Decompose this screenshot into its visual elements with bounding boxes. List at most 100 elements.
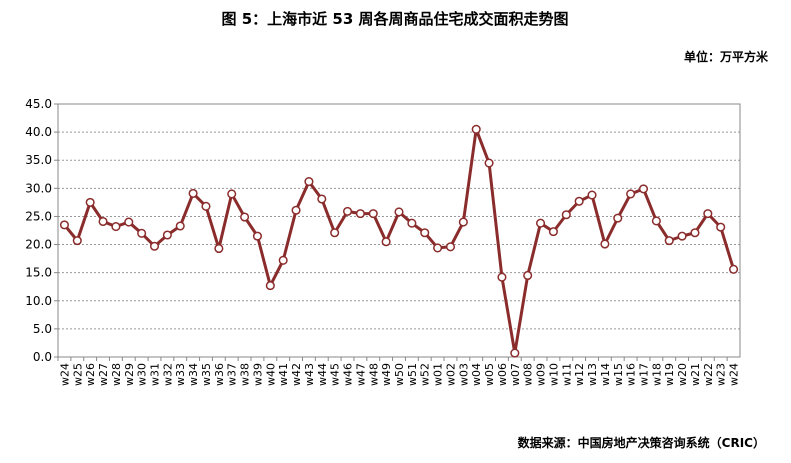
data-point [420,228,430,238]
x-tick-label: w06 [496,363,509,386]
x-tick-label: w01 [432,363,445,386]
x-tick-label: w10 [547,363,560,386]
data-point [716,222,726,232]
x-tick-label: w30 [136,363,149,386]
x-tick-label: w34 [187,363,200,386]
data-point [278,255,288,265]
x-tick-label: w44 [316,363,329,386]
data-point [137,228,147,238]
data-point [291,205,301,215]
y-tick-label: 10.0 [25,294,52,308]
data-point [613,213,623,223]
x-tick-label: w08 [522,363,535,386]
x-tick-label: w51 [406,363,419,386]
data-point [677,231,687,241]
y-tick-label: 15.0 [25,266,52,280]
data-point [162,230,172,240]
data-point [445,242,456,252]
data-point [651,216,661,226]
x-tick-label: w24 [58,363,71,386]
data-point [600,239,610,249]
x-tick-label: w43 [303,363,316,386]
x-tick-label: w36 [213,363,226,386]
data-point [175,221,185,231]
x-tick-label: w29 [123,363,136,386]
source-note: 数据来源：中国房地产决策咨询系统（CRIC） [518,435,765,450]
x-tick-label: w22 [702,363,715,386]
data-point [342,206,353,216]
data-point [265,281,275,291]
data-point [548,227,558,237]
data-point [72,236,82,246]
data-point [458,217,468,227]
x-tick-label: w18 [650,363,663,386]
x-tick-label: w25 [71,363,84,386]
x-tick-label: w37 [226,363,239,386]
y-tick-label: 20.0 [25,238,52,252]
data-point [124,217,134,227]
data-point [510,348,520,358]
x-tick-label: w09 [535,363,548,386]
x-tick-label: w16 [625,363,638,386]
x-tick-label: w49 [380,363,393,386]
x-tick-label: w05 [483,363,496,386]
x-tick-label: w50 [393,363,406,386]
data-point [587,190,597,200]
x-tick-label: w48 [367,363,380,386]
data-point [535,218,546,228]
data-point [304,177,314,187]
x-tick-label: w26 [84,363,97,386]
data-point [690,228,700,238]
x-tick-label: w17 [637,363,650,386]
data-point [214,243,224,254]
x-tick-label: w41 [277,363,290,386]
x-tick-label: w14 [599,363,612,386]
data-point [626,189,636,199]
x-tick-label: w38 [239,363,252,386]
y-tick-label: 0.0 [33,350,52,364]
data-point [98,216,108,227]
x-tick-label: w04 [470,363,483,386]
x-tick-label: w52 [419,363,432,386]
x-tick-label: w28 [110,363,123,386]
x-tick-label: w13 [586,363,599,386]
x-tick-label: w12 [573,363,586,386]
x-tick-label: w19 [663,363,676,386]
data-point [703,209,713,219]
data-point [407,218,417,228]
data-point [497,272,507,282]
data-point [111,222,121,232]
data-point [484,158,494,168]
data-point [394,207,404,217]
x-tick-label: w02 [444,363,457,386]
unit-label: 单位：万平方米 [684,49,769,64]
data-point [201,201,211,211]
x-tick-label: w24 [728,363,741,386]
series-line [63,127,736,355]
chart-title: 图 5：上海市近 53 周各周商品住宅成交面积走势图 [222,10,569,28]
data-point [317,194,327,204]
x-tick-label: w32 [161,363,174,386]
data-point [561,210,571,220]
data-point [574,196,584,206]
data-point [664,236,674,246]
data-point [227,189,237,199]
data-point [59,220,69,230]
x-tick-label: w21 [689,363,702,386]
data-point [729,264,739,274]
data-point [252,231,263,241]
x-tick-label: w33 [174,363,187,386]
data-point [240,212,250,222]
x-tick-label: w07 [509,363,522,386]
x-tick-label: w45 [329,363,342,386]
data-point [433,243,443,253]
y-tick-label: 5.0 [33,322,52,336]
y-tick-label: 35.0 [25,153,52,167]
x-tick-label: w15 [612,363,625,386]
x-tick-label: w20 [676,363,689,386]
data-point [149,241,160,251]
data-point [368,209,378,219]
x-tick-label: w27 [97,363,110,386]
x-tick-label: w35 [200,363,213,386]
